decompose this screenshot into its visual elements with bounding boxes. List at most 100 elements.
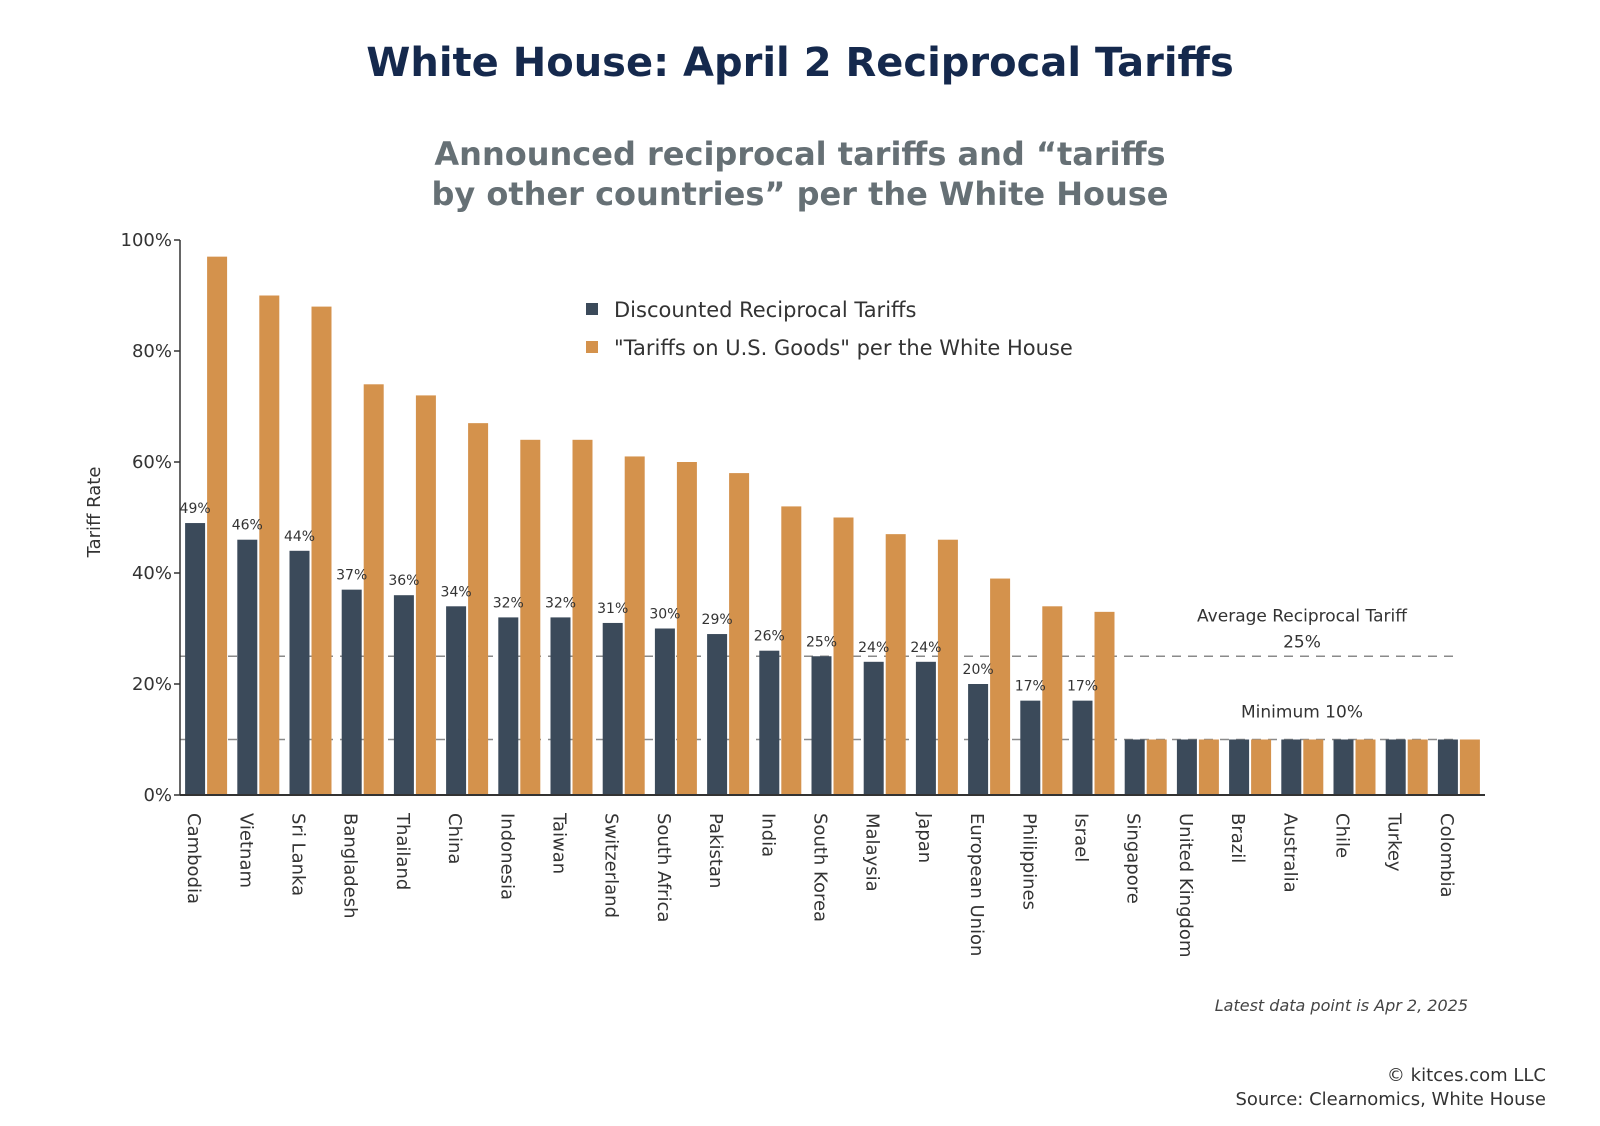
bar-white-house-colombia — [1459, 739, 1480, 795]
axes-group: 0% 20% 40% 60% 80% 100% Cambodia Vietnam Sri Lan… — [121, 230, 1485, 957]
bar-discounted-brazil — [1229, 739, 1250, 795]
x-category-label: Pakistan — [705, 813, 726, 888]
bar-discounted-philippines — [1020, 700, 1041, 795]
bar-white-house-chile — [1355, 739, 1376, 795]
data-label: 29% — [702, 612, 733, 628]
bar-discounted-malaysia — [863, 661, 884, 795]
x-category-label: Thailand — [392, 812, 413, 890]
bar-white-house-brazil — [1251, 739, 1272, 795]
bar-white-house-israel — [1094, 611, 1115, 795]
legend-label-white-house: "Tariffs on U.S. Goods" per the White Ho… — [614, 336, 1073, 360]
bar-white-house-european-union — [990, 578, 1011, 795]
bar-white-house-united-kingdom — [1198, 739, 1219, 795]
x-category-label: United Kingdom — [1175, 813, 1196, 957]
data-label: 32% — [493, 595, 524, 611]
bar-white-house-taiwan — [572, 439, 593, 795]
data-label: 20% — [963, 662, 994, 678]
copyright-text: © kitces.com LLC — [1386, 1065, 1546, 1086]
bar-white-house-malaysia — [885, 534, 906, 795]
x-category-label: Turkey — [1384, 812, 1405, 872]
bar-discounted-taiwan — [550, 617, 571, 795]
data-label: 17% — [1015, 679, 1046, 695]
data-label: 36% — [388, 573, 419, 589]
x-category-label: Israel — [1071, 813, 1092, 862]
legend-swatch-white-house — [586, 341, 598, 353]
data-label: 49% — [180, 501, 211, 517]
minimum-tariff-label: Minimum 10% — [1241, 703, 1363, 723]
x-category-label: Indonesia — [496, 813, 517, 900]
x-category-label: Malaysia — [862, 813, 883, 892]
x-category-label: Brazil — [1227, 813, 1248, 863]
legend: Discounted Reciprocal Tariffs "Tariffs on… — [586, 298, 1073, 360]
bar-white-house-switzerland — [624, 456, 645, 795]
x-category-label: Cambodia — [183, 813, 204, 904]
x-category-label: South Africa — [653, 813, 674, 922]
y-tick-label: 80% — [132, 341, 172, 362]
data-label: 44% — [284, 529, 315, 545]
legend-label-discounted: Discounted Reciprocal Tariffs — [614, 298, 916, 322]
bar-white-house-turkey — [1407, 739, 1428, 795]
data-label: 46% — [232, 518, 263, 534]
y-axis-label: Tariff Rate — [84, 467, 105, 559]
data-note: Latest data point is Apr 2, 2025 — [1214, 996, 1468, 1015]
bar-discounted-india — [759, 650, 780, 795]
bar-discounted-sri-lanka — [289, 550, 310, 795]
bar-white-house-indonesia — [520, 439, 541, 795]
data-label: 25% — [806, 634, 837, 650]
x-category-label: Sri Lanka — [288, 813, 309, 896]
bar-white-house-bangladesh — [363, 384, 384, 795]
x-category-label: Australia — [1279, 813, 1300, 893]
x-category-label: Bangladesh — [340, 813, 361, 919]
bar-white-house-south-africa — [676, 462, 697, 795]
bar-discounted-switzerland — [602, 622, 623, 795]
bar-white-house-china — [468, 423, 489, 795]
bar-discounted-united-kingdom — [1176, 739, 1197, 795]
data-label: 24% — [858, 640, 889, 656]
x-category-label: Switzerland — [601, 813, 622, 918]
bar-white-house-sri-lanka — [311, 306, 332, 795]
subtitle-line-1: Announced reciprocal tariffs and “tariff… — [434, 135, 1166, 173]
data-label: 26% — [754, 629, 785, 645]
y-tick-label: 20% — [132, 674, 172, 695]
bar-discounted-australia — [1281, 739, 1302, 795]
x-category-label: Singapore — [1123, 813, 1144, 904]
bar-discounted-japan — [915, 661, 936, 795]
chart-title: White House: April 2 Reciprocal Tariffs — [366, 40, 1234, 86]
bar-white-house-cambodia — [207, 256, 228, 795]
bar-discounted-chile — [1333, 739, 1354, 795]
data-label: 30% — [649, 607, 680, 623]
y-tick-label: 60% — [132, 452, 172, 473]
data-label: 17% — [1067, 679, 1098, 695]
x-category-label: India — [757, 813, 778, 857]
x-category-label: Taiwan — [549, 812, 570, 874]
bar-discounted-south-africa — [654, 628, 675, 795]
y-tick-label: 0% — [143, 785, 172, 806]
source-text: Source: Clearnomics, White House — [1235, 1089, 1546, 1110]
x-category-label: Japan — [914, 812, 935, 863]
bar-discounted-china — [446, 606, 467, 795]
bar-white-house-philippines — [1042, 606, 1063, 795]
bar-white-house-pakistan — [729, 473, 750, 795]
average-tariff-value: 25% — [1283, 632, 1321, 652]
data-label: 31% — [597, 601, 628, 617]
x-category-label: China — [444, 813, 465, 864]
data-label: 24% — [910, 640, 941, 656]
bar-discounted-turkey — [1385, 739, 1406, 795]
subtitle-line-2: by other countries” per the White House — [431, 175, 1169, 213]
bar-discounted-pakistan — [707, 634, 728, 795]
y-tick-label: 100% — [121, 230, 172, 251]
chart-subtitle: Announced reciprocal tariffs and “tariff… — [400, 134, 1200, 214]
bar-discounted-south-korea — [811, 656, 832, 795]
bar-discounted-bangladesh — [341, 589, 362, 795]
bar-discounted-colombia — [1437, 739, 1458, 795]
footer: © kitces.com LLC Source: Clearnomics, Wh… — [1235, 1064, 1546, 1112]
y-tick-label: 40% — [132, 563, 172, 584]
bar-white-house-singapore — [1146, 739, 1167, 795]
data-label: 34% — [441, 584, 472, 600]
x-category-label: South Korea — [810, 813, 831, 922]
x-category-label: Vietnam — [235, 813, 256, 888]
bar-discounted-vietnam — [237, 539, 258, 795]
bar-discounted-indonesia — [498, 617, 519, 795]
average-tariff-label: Average Reciprocal Tariff — [1197, 606, 1408, 626]
